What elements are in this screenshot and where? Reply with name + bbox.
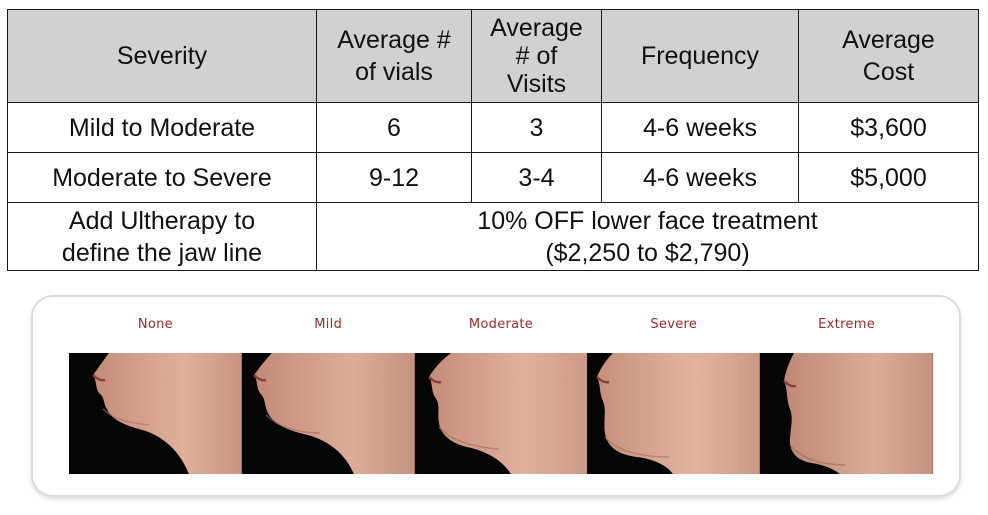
severity-label-severe: Severe [650,317,698,332]
header-line: of vials [355,58,433,86]
jawline-profile-image [587,353,761,474]
severity-label-none: None [137,317,173,332]
severity-photos [69,353,933,474]
header-severity: Severity [7,9,317,103]
jawline-profile-image [760,353,933,474]
header-average-vials: Average # of vials [316,9,472,103]
frequency-cell: 4-6 weeks [601,102,799,153]
severity-label-extreme: Extreme [818,317,875,332]
severity-label-mild: Mild [314,317,343,332]
addon-label-line: Add Ultherapy to [68,206,256,235]
addon-offer-line: 10% OFF lower face treatment [477,206,818,235]
header-line: # of [515,42,558,70]
addon-offer-cell: 10% OFF lower face treatment ($2,250 to … [316,202,979,271]
header-line: Average [842,26,935,54]
vials-cell: 9-12 [316,152,472,203]
addon-offer-line: ($2,250 to $2,790) [545,238,750,267]
table-row: Mild to Moderate 6 3 4-6 weeks $3,600 [7,102,979,153]
table-row: Moderate to Severe 9-12 3-4 4-6 weeks $5… [7,152,979,203]
header-line: Cost [862,58,915,86]
severity-cell: Moderate to Severe [7,152,317,203]
severity-labels: None Mild Moderate Severe Extreme [69,317,933,337]
jawline-profile-image [241,353,415,474]
header-line: Severity [116,42,208,70]
jawline-profile-image [69,353,242,474]
header-line: Visits [506,70,567,98]
pricing-table: Severity Average # of vials Average # of… [7,9,979,271]
jawline-photo-moderate [414,353,588,474]
addon-label-cell: Add Ultherapy to define the jaw line [7,202,317,271]
header-line: Frequency [640,42,760,70]
visits-cell: 3 [471,102,602,153]
visits-cell: 3-4 [471,152,602,203]
table-row-addon: Add Ultherapy to define the jaw line 10%… [7,202,979,271]
header-average-visits: Average # of Visits [471,9,602,103]
vials-cell: 6 [316,102,472,153]
table-header-row: Severity Average # of vials Average # of… [7,9,979,103]
cost-cell: $5,000 [798,152,979,203]
cost-cell: $3,600 [798,102,979,153]
jawline-profile-image [414,353,588,474]
frequency-cell: 4-6 weeks [601,152,799,203]
severity-cell: Mild to Moderate [7,102,317,153]
header-line: Average [490,14,583,42]
addon-label-line: define the jaw line [61,238,263,267]
header-line: Average # [337,26,451,54]
header-frequency: Frequency [601,9,799,103]
jawline-photo-extreme [760,353,933,474]
jawline-photo-severe [587,353,761,474]
severity-label-moderate: Moderate [468,317,534,332]
jawline-photo-none [69,353,242,474]
header-average-cost: Average Cost [798,9,979,103]
severity-scale-panel: None Mild Moderate Severe Extreme [31,295,961,497]
jawline-photo-mild [241,353,415,474]
